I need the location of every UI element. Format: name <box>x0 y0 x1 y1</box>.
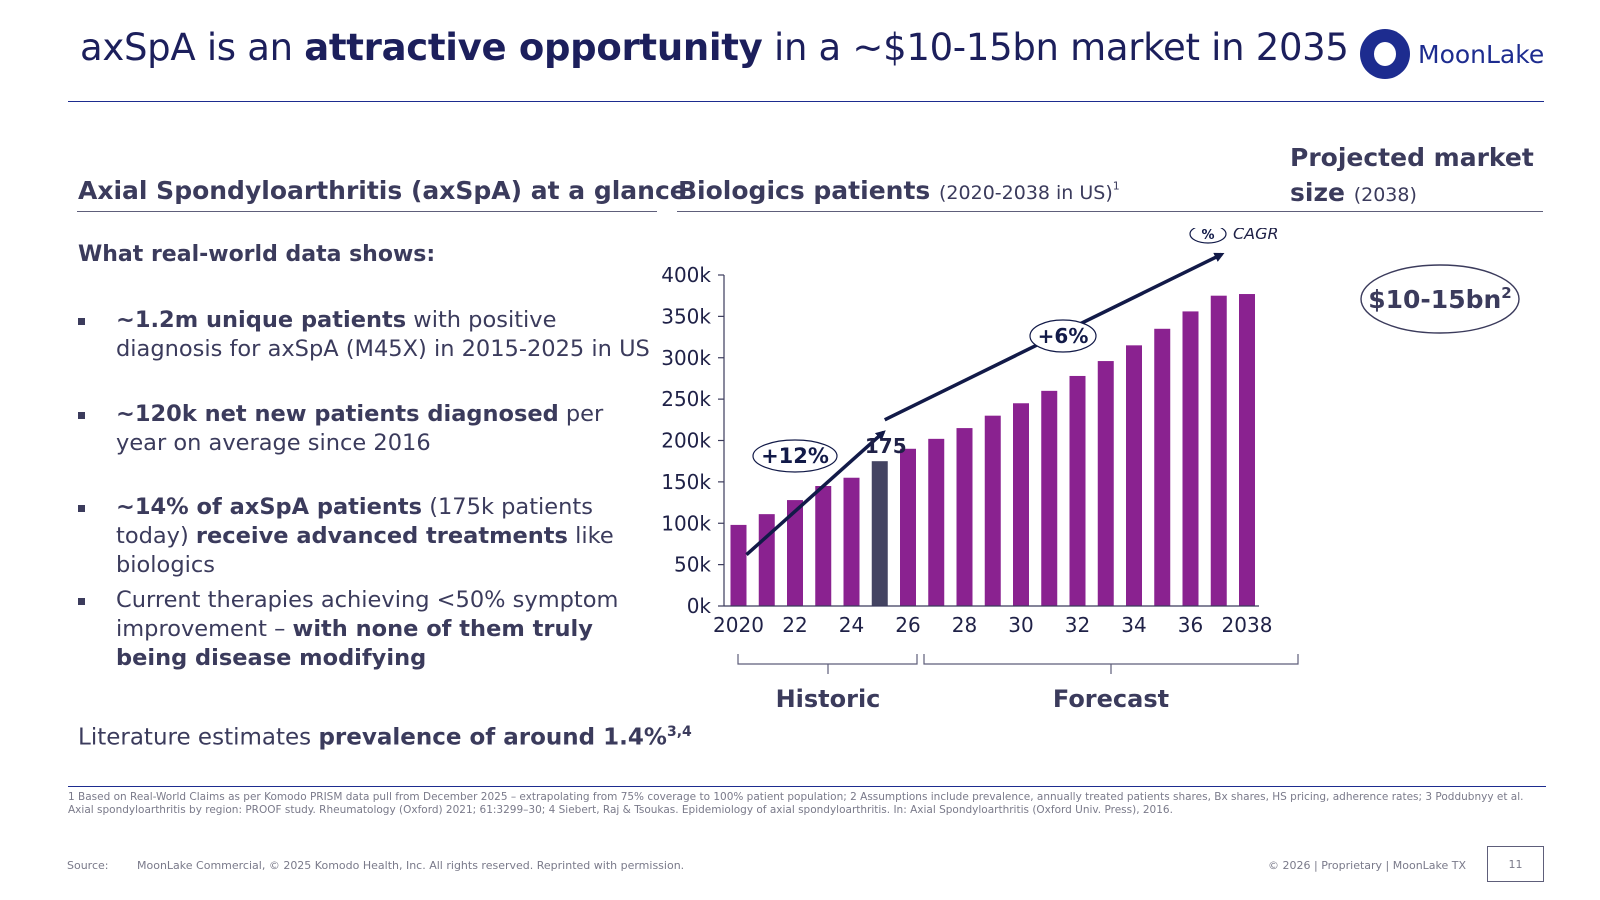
bullet-square-icon <box>78 412 85 419</box>
bar-2031 <box>1041 390 1058 606</box>
literature-estimate: Literature estimates prevalence of aroun… <box>78 724 692 751</box>
x-tick-label: 26 <box>895 613 920 637</box>
bar-2026 <box>900 448 916 606</box>
footnote-divider <box>68 786 1546 787</box>
bar-2027 <box>928 438 945 606</box>
source-text: MoonLake Commercial, © 2025 Komodo Healt… <box>137 859 685 872</box>
y-tick-label: 300k <box>661 346 711 370</box>
bar-2020 <box>730 524 747 606</box>
cagr-legend-badge <box>1189 228 1227 244</box>
title-divider <box>68 101 1544 102</box>
section-divider <box>77 211 657 212</box>
bar-2036 <box>1182 311 1199 606</box>
forecast-cagr-badge <box>1029 319 1097 353</box>
x-tick-label: 36 <box>1178 613 1203 637</box>
y-tick-label: 200k <box>661 429 711 453</box>
bullet-square-icon <box>78 318 85 325</box>
x-tick-label: 24 <box>839 613 864 637</box>
y-tick-label: 150k <box>661 470 711 494</box>
section-divider <box>677 211 1543 212</box>
forecast-cagr-label: +6% <box>1038 324 1089 348</box>
x-tick-label: 34 <box>1121 613 1146 637</box>
y-tick-label: 100k <box>661 511 711 535</box>
page-number: 11 <box>1487 846 1544 882</box>
moonlake-logo: MoonLake <box>1360 28 1544 80</box>
bullet-item: Current therapies achieving <50% symptom… <box>78 586 658 673</box>
bar-2025 <box>871 461 888 606</box>
copyright: © 2026 | Proprietary | MoonLake TX <box>1268 859 1467 872</box>
bullet-item: ~120k net new patients diagnosed per yea… <box>78 400 658 458</box>
bullet-item: ~1.2m unique patients with positive diag… <box>78 306 658 364</box>
x-tick-label: 30 <box>1008 613 1033 637</box>
page-title: axSpA is an attractive opportunity in a … <box>80 26 1349 69</box>
cagr-legend-label: CAGR <box>1233 228 1279 243</box>
bars <box>730 294 1255 606</box>
bar-2028 <box>956 428 973 606</box>
bar-2033 <box>1097 361 1114 606</box>
bar-2024 <box>843 477 860 606</box>
bar-2037 <box>1210 295 1227 606</box>
y-axis: 0k 50k 100k 150k 200k 250k 300k 350k 400k <box>661 263 725 618</box>
section-heading-biologics: Biologics patients (2020-2038 in US)1 <box>678 176 1120 205</box>
x-tick-label: 2038 <box>1222 613 1273 637</box>
y-tick-label: 400k <box>661 263 711 287</box>
bar-2029 <box>984 415 1001 606</box>
forecast-label: Forecast <box>1053 685 1169 713</box>
historic-bracket <box>737 654 918 674</box>
historic-label: Historic <box>776 685 881 713</box>
x-tick-label: 32 <box>1065 613 1090 637</box>
y-tick-label: 0k <box>687 594 712 618</box>
historic-cagr-arrow <box>745 430 886 556</box>
x-tick-label: 22 <box>782 613 807 637</box>
logo-text: MoonLake <box>1418 39 1545 69</box>
x-tick-label: 2020 <box>713 613 764 637</box>
y-tick-label: 50k <box>674 553 711 577</box>
biologics-patients-chart: 0k 50k 100k 150k 200k 250k 300k 350k 400k 2020 22… <box>661 228 1520 713</box>
market-size-callout <box>1360 264 1520 334</box>
bar-2021 <box>758 514 775 606</box>
bar-2022 <box>787 500 803 606</box>
bar-2032 <box>1069 375 1086 606</box>
real-world-subheading: What real-world data shows: <box>78 242 436 267</box>
bullet-square-icon <box>78 598 85 605</box>
forecast-bracket <box>923 654 1299 674</box>
historic-cagr-badge <box>752 439 838 473</box>
bar-2038 <box>1239 294 1255 606</box>
cagr-legend-symbol: % <box>1201 228 1214 243</box>
y-tick-label: 350k <box>661 304 711 328</box>
section-heading-axspa: Axial Spondyloarthritis (axSpA) at a gla… <box>78 176 687 205</box>
x-axis: 2020 22 24 26 28 30 32 34 36 2038 <box>713 605 1273 637</box>
bar-2030 <box>1013 403 1029 606</box>
market-size-value: $10-15bn2 <box>1368 284 1511 314</box>
y-tick-label: 250k <box>661 387 711 411</box>
bar-2034 <box>1126 345 1142 606</box>
bar-value-label-2025: 175 <box>865 434 907 458</box>
bar-2023 <box>815 486 832 606</box>
x-tick-label: 28 <box>952 613 977 637</box>
bar-2035 <box>1154 328 1171 606</box>
footnotes: 1 Based on Real-World Claims as per Komo… <box>68 791 1524 816</box>
bullet-item: ~14% of axSpA patients (175k patients to… <box>78 493 658 580</box>
bullet-square-icon <box>78 505 85 512</box>
section-heading-market-size: Projected market size (2038) <box>1290 143 1534 207</box>
moon-ring-icon <box>1360 29 1410 79</box>
historic-cagr-label: +12% <box>761 444 829 468</box>
source-label: Source: <box>67 859 109 872</box>
